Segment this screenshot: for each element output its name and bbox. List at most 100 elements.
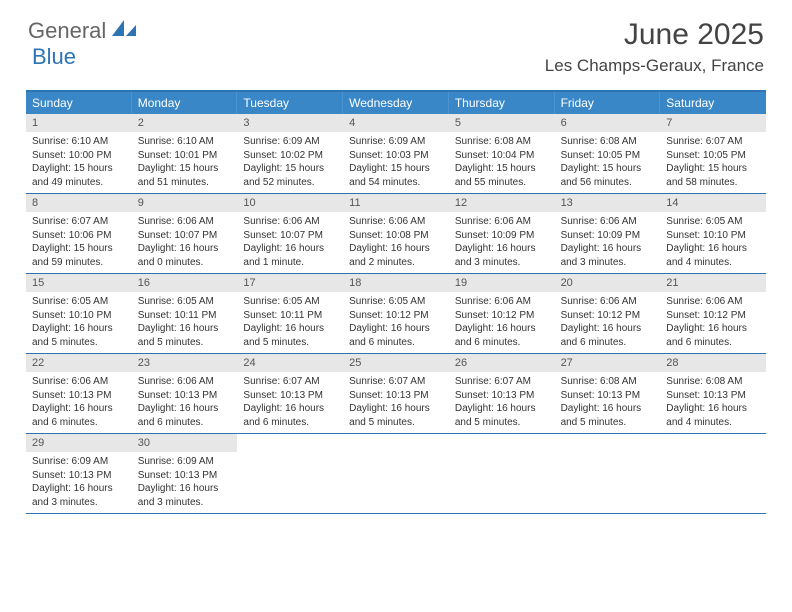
calendar-day: 25Sunrise: 6:07 AMSunset: 10:13 PMDaylig…: [343, 354, 449, 433]
day-number: 10: [237, 194, 343, 212]
day-details: Sunrise: 6:09 AMSunset: 10:02 PMDaylight…: [237, 132, 343, 193]
calendar-day: 26Sunrise: 6:07 AMSunset: 10:13 PMDaylig…: [449, 354, 555, 433]
calendar-day: [660, 434, 766, 513]
calendar-day: 15Sunrise: 6:05 AMSunset: 10:10 PMDaylig…: [26, 274, 132, 353]
calendar-day: 21Sunrise: 6:06 AMSunset: 10:12 PMDaylig…: [660, 274, 766, 353]
dow-header: Friday: [555, 92, 661, 114]
day-number: 4: [343, 114, 449, 132]
dow-header: Thursday: [449, 92, 555, 114]
calendar-day: 17Sunrise: 6:05 AMSunset: 10:11 PMDaylig…: [237, 274, 343, 353]
day-details: Sunrise: 6:07 AMSunset: 10:13 PMDaylight…: [449, 372, 555, 433]
calendar-grid: SundayMondayTuesdayWednesdayThursdayFrid…: [26, 90, 766, 514]
brand-part1: General: [28, 18, 106, 44]
day-number: 30: [132, 434, 238, 452]
day-number: 22: [26, 354, 132, 372]
calendar-day: 19Sunrise: 6:06 AMSunset: 10:12 PMDaylig…: [449, 274, 555, 353]
calendar-day: 6Sunrise: 6:08 AMSunset: 10:05 PMDayligh…: [555, 114, 661, 193]
day-number: 29: [26, 434, 132, 452]
day-details: Sunrise: 6:10 AMSunset: 10:00 PMDaylight…: [26, 132, 132, 193]
calendar-day: 24Sunrise: 6:07 AMSunset: 10:13 PMDaylig…: [237, 354, 343, 433]
day-number: 8: [26, 194, 132, 212]
day-details: Sunrise: 6:07 AMSunset: 10:13 PMDaylight…: [237, 372, 343, 433]
day-number: 14: [660, 194, 766, 212]
day-number: 5: [449, 114, 555, 132]
day-number: 6: [555, 114, 661, 132]
day-number: 21: [660, 274, 766, 292]
month-title: June 2025: [545, 18, 764, 52]
calendar-week: 22Sunrise: 6:06 AMSunset: 10:13 PMDaylig…: [26, 354, 766, 434]
calendar-day: 16Sunrise: 6:05 AMSunset: 10:11 PMDaylig…: [132, 274, 238, 353]
calendar-day: 27Sunrise: 6:08 AMSunset: 10:13 PMDaylig…: [555, 354, 661, 433]
calendar-day: 5Sunrise: 6:08 AMSunset: 10:04 PMDayligh…: [449, 114, 555, 193]
calendar-day: 14Sunrise: 6:05 AMSunset: 10:10 PMDaylig…: [660, 194, 766, 273]
day-details: Sunrise: 6:06 AMSunset: 10:12 PMDaylight…: [660, 292, 766, 353]
day-number: 13: [555, 194, 661, 212]
day-number: 11: [343, 194, 449, 212]
day-number: 17: [237, 274, 343, 292]
day-details: Sunrise: 6:05 AMSunset: 10:10 PMDaylight…: [660, 212, 766, 273]
day-details: Sunrise: 6:07 AMSunset: 10:05 PMDaylight…: [660, 132, 766, 193]
day-details: Sunrise: 6:10 AMSunset: 10:01 PMDaylight…: [132, 132, 238, 193]
day-details: Sunrise: 6:05 AMSunset: 10:10 PMDaylight…: [26, 292, 132, 353]
calendar-day: [449, 434, 555, 513]
calendar-day: 20Sunrise: 6:06 AMSunset: 10:12 PMDaylig…: [555, 274, 661, 353]
dow-header-row: SundayMondayTuesdayWednesdayThursdayFrid…: [26, 92, 766, 114]
day-details: Sunrise: 6:08 AMSunset: 10:13 PMDaylight…: [660, 372, 766, 433]
calendar-day: [237, 434, 343, 513]
day-details: Sunrise: 6:07 AMSunset: 10:13 PMDaylight…: [343, 372, 449, 433]
title-block: June 2025 Les Champs-Geraux, France: [545, 18, 764, 76]
calendar-day: 2Sunrise: 6:10 AMSunset: 10:01 PMDayligh…: [132, 114, 238, 193]
day-number: 18: [343, 274, 449, 292]
calendar-day: 29Sunrise: 6:09 AMSunset: 10:13 PMDaylig…: [26, 434, 132, 513]
calendar-day: 22Sunrise: 6:06 AMSunset: 10:13 PMDaylig…: [26, 354, 132, 433]
calendar-day: 13Sunrise: 6:06 AMSunset: 10:09 PMDaylig…: [555, 194, 661, 273]
dow-header: Sunday: [26, 92, 132, 114]
day-details: Sunrise: 6:08 AMSunset: 10:13 PMDaylight…: [555, 372, 661, 433]
day-details: Sunrise: 6:08 AMSunset: 10:04 PMDaylight…: [449, 132, 555, 193]
day-details: Sunrise: 6:06 AMSunset: 10:07 PMDaylight…: [132, 212, 238, 273]
day-number: 20: [555, 274, 661, 292]
day-details: Sunrise: 6:06 AMSunset: 10:09 PMDaylight…: [555, 212, 661, 273]
calendar-week: 8Sunrise: 6:07 AMSunset: 10:06 PMDayligh…: [26, 194, 766, 274]
calendar-day: 28Sunrise: 6:08 AMSunset: 10:13 PMDaylig…: [660, 354, 766, 433]
day-details: Sunrise: 6:06 AMSunset: 10:13 PMDaylight…: [132, 372, 238, 433]
day-details: Sunrise: 6:07 AMSunset: 10:06 PMDaylight…: [26, 212, 132, 273]
calendar-day: 12Sunrise: 6:06 AMSunset: 10:09 PMDaylig…: [449, 194, 555, 273]
day-details: Sunrise: 6:09 AMSunset: 10:13 PMDaylight…: [132, 452, 238, 513]
calendar-day: 9Sunrise: 6:06 AMSunset: 10:07 PMDayligh…: [132, 194, 238, 273]
calendar-day: [343, 434, 449, 513]
day-details: Sunrise: 6:09 AMSunset: 10:13 PMDaylight…: [26, 452, 132, 513]
day-details: Sunrise: 6:05 AMSunset: 10:11 PMDaylight…: [132, 292, 238, 353]
brand-sail-icon: [110, 18, 138, 44]
calendar-day: 18Sunrise: 6:05 AMSunset: 10:12 PMDaylig…: [343, 274, 449, 353]
brand-part2: Blue: [32, 44, 76, 70]
day-number: 2: [132, 114, 238, 132]
day-details: Sunrise: 6:06 AMSunset: 10:08 PMDaylight…: [343, 212, 449, 273]
calendar-week: 1Sunrise: 6:10 AMSunset: 10:00 PMDayligh…: [26, 114, 766, 194]
day-number: 3: [237, 114, 343, 132]
day-details: Sunrise: 6:06 AMSunset: 10:09 PMDaylight…: [449, 212, 555, 273]
day-number: 24: [237, 354, 343, 372]
calendar-week: 15Sunrise: 6:05 AMSunset: 10:10 PMDaylig…: [26, 274, 766, 354]
day-details: Sunrise: 6:09 AMSunset: 10:03 PMDaylight…: [343, 132, 449, 193]
calendar-day: 30Sunrise: 6:09 AMSunset: 10:13 PMDaylig…: [132, 434, 238, 513]
day-details: Sunrise: 6:05 AMSunset: 10:12 PMDaylight…: [343, 292, 449, 353]
calendar-day: [555, 434, 661, 513]
dow-header: Wednesday: [343, 92, 449, 114]
calendar-day: 4Sunrise: 6:09 AMSunset: 10:03 PMDayligh…: [343, 114, 449, 193]
day-details: Sunrise: 6:06 AMSunset: 10:13 PMDaylight…: [26, 372, 132, 433]
day-number: 12: [449, 194, 555, 212]
calendar-day: 3Sunrise: 6:09 AMSunset: 10:02 PMDayligh…: [237, 114, 343, 193]
calendar-day: 23Sunrise: 6:06 AMSunset: 10:13 PMDaylig…: [132, 354, 238, 433]
calendar-day: 1Sunrise: 6:10 AMSunset: 10:00 PMDayligh…: [26, 114, 132, 193]
calendar-day: 8Sunrise: 6:07 AMSunset: 10:06 PMDayligh…: [26, 194, 132, 273]
dow-header: Tuesday: [237, 92, 343, 114]
day-number: 28: [660, 354, 766, 372]
day-number: 27: [555, 354, 661, 372]
day-number: 23: [132, 354, 238, 372]
page-header: General June 2025 Les Champs-Geraux, Fra…: [0, 0, 792, 80]
day-number: 15: [26, 274, 132, 292]
day-details: Sunrise: 6:08 AMSunset: 10:05 PMDaylight…: [555, 132, 661, 193]
location-label: Les Champs-Geraux, France: [545, 56, 764, 76]
dow-header: Monday: [132, 92, 238, 114]
